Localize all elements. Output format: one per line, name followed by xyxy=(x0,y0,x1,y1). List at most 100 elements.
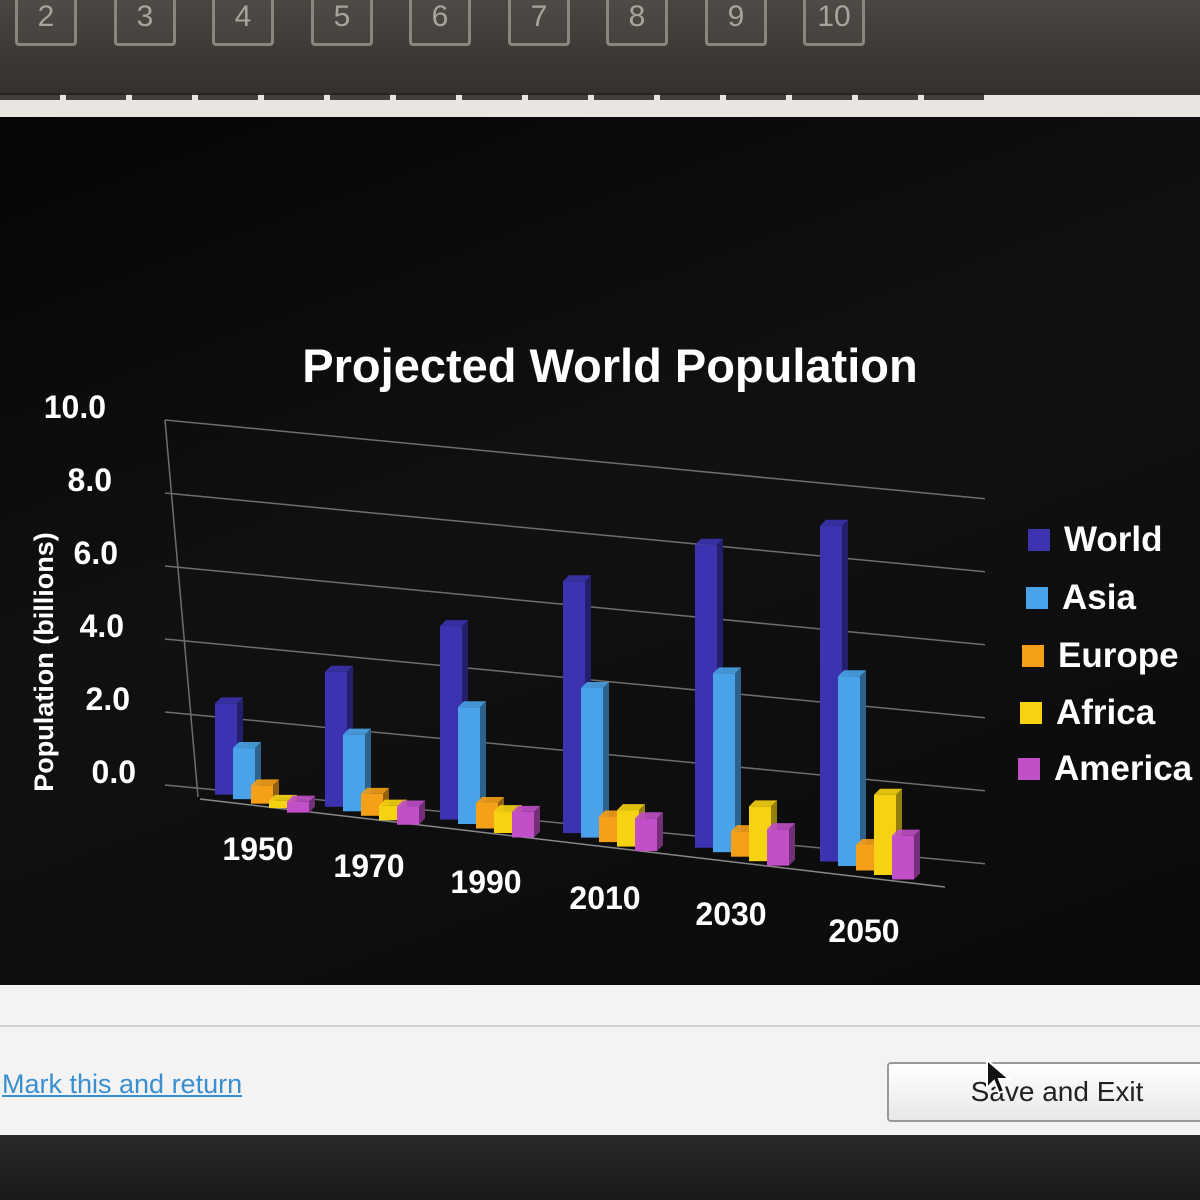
question-button-4[interactable]: 4 xyxy=(212,0,274,46)
bar-top xyxy=(287,795,315,802)
bar-top xyxy=(512,805,540,812)
chart-panel: 0.0 2.0 4.0 6.0 8.0 10.0 1950 1970 1990 2010 2030… xyxy=(0,117,1200,985)
bar-top xyxy=(397,800,425,807)
bar-front xyxy=(440,626,462,820)
y-tick-label: 6.0 xyxy=(74,535,118,571)
bar-top xyxy=(767,823,795,830)
bar-front xyxy=(874,794,896,875)
bar-side xyxy=(789,823,795,866)
y-tick-labels: 0.0 2.0 4.0 6.0 8.0 10.0 xyxy=(44,389,136,790)
gridline xyxy=(164,492,986,573)
legend: World Asia Europe Africa America xyxy=(1018,520,1193,788)
legend-item-america: America xyxy=(1018,749,1193,788)
x-tick-label: 2010 xyxy=(569,880,640,916)
y-axis-label: Population (billions) xyxy=(29,532,59,791)
question-button-5[interactable]: 5 xyxy=(311,0,373,46)
monitor-bezel xyxy=(0,1135,1200,1200)
bar-front xyxy=(838,676,860,867)
legend-swatch xyxy=(1026,587,1048,609)
bar-front xyxy=(512,811,534,838)
bar-top xyxy=(838,670,866,677)
bar-top xyxy=(635,812,663,819)
bar-front xyxy=(379,805,401,821)
bar-top xyxy=(820,519,848,526)
bar-top xyxy=(563,575,591,582)
x-axis-line xyxy=(199,798,946,888)
y-tick-label: 10.0 xyxy=(44,389,106,425)
bar-front xyxy=(397,806,419,825)
chart-title: Projected World Population xyxy=(302,339,917,392)
bar-side xyxy=(657,812,663,852)
bar-side xyxy=(309,795,315,813)
question-button-2[interactable]: 2 xyxy=(15,0,77,46)
bar-asia-1990 xyxy=(458,701,486,825)
bar-front xyxy=(713,673,735,853)
save-and-exit-button[interactable]: Save and Exit xyxy=(887,1062,1200,1122)
bar-front xyxy=(892,835,914,880)
bar-front xyxy=(287,801,309,813)
question-button-6[interactable]: 6 xyxy=(409,0,471,46)
legend-label: Africa xyxy=(1056,693,1156,732)
bar-america-1950 xyxy=(287,795,315,813)
bar-front xyxy=(767,829,789,866)
bar-asia-2050 xyxy=(838,670,866,867)
bar-top xyxy=(361,787,389,794)
instruction-strip xyxy=(0,93,1200,117)
mark-and-return-link[interactable]: Mark this and return xyxy=(2,1069,243,1099)
bar-front xyxy=(731,831,753,857)
x-tick-label: 1990 xyxy=(450,864,521,900)
bar-front xyxy=(494,811,516,833)
question-button-8[interactable]: 8 xyxy=(606,0,668,46)
bar-side xyxy=(860,670,866,867)
x-tick-labels: 1950 1970 1990 2010 2030 2050 xyxy=(222,831,899,949)
question-button-3[interactable]: 3 xyxy=(114,0,176,46)
legend-item-europe: Europe xyxy=(1022,636,1179,675)
y-tick-label: 4.0 xyxy=(80,608,124,644)
chart-svg: 0.0 2.0 4.0 6.0 8.0 10.0 1950 1970 1990 2010 2030… xyxy=(29,339,1193,949)
bar-front xyxy=(581,687,603,838)
bar-top xyxy=(233,742,261,749)
y-tick-label: 0.0 xyxy=(92,754,136,790)
x-tick-label: 1950 xyxy=(222,831,293,867)
bar-top xyxy=(343,728,371,735)
bar-front xyxy=(617,810,639,847)
legend-item-world: World xyxy=(1028,520,1163,559)
x-tick-label: 2050 xyxy=(828,913,899,949)
bar-top xyxy=(215,697,243,704)
question-button-10[interactable]: 10 xyxy=(803,0,865,46)
bar-top xyxy=(581,681,609,688)
legend-label: Europe xyxy=(1058,636,1179,675)
question-button-9[interactable]: 9 xyxy=(705,0,767,46)
legend-item-asia: Asia xyxy=(1026,578,1136,617)
bar-front xyxy=(251,785,273,804)
legend-label: World xyxy=(1064,520,1163,559)
x-tick-label: 1970 xyxy=(333,848,404,884)
bar-top xyxy=(458,701,486,708)
bar-top xyxy=(892,829,920,836)
bars xyxy=(215,519,920,880)
bar-top xyxy=(713,667,741,674)
bar-top xyxy=(440,620,468,627)
legend-swatch xyxy=(1028,529,1050,551)
bar-front xyxy=(563,581,585,834)
bar-side xyxy=(480,701,486,825)
legend-label: America xyxy=(1054,749,1193,788)
bar-america-2030 xyxy=(767,823,795,866)
bar-asia-2010 xyxy=(581,681,609,838)
bar-top xyxy=(325,665,353,672)
bar-front xyxy=(635,818,657,852)
footer-divider xyxy=(0,1025,1200,1027)
question-button-7[interactable]: 7 xyxy=(508,0,570,46)
y-tick-label: 8.0 xyxy=(68,462,112,498)
bar-front xyxy=(233,748,255,800)
legend-item-africa: Africa xyxy=(1020,693,1156,732)
bar-front xyxy=(476,802,498,829)
bar-top xyxy=(476,796,504,803)
bar-side xyxy=(419,800,425,825)
bar-side xyxy=(735,667,741,853)
gridline xyxy=(164,419,986,500)
bar-side xyxy=(914,829,920,880)
bar-front xyxy=(215,703,237,795)
bar-front xyxy=(458,707,480,825)
bar-front xyxy=(856,844,878,871)
